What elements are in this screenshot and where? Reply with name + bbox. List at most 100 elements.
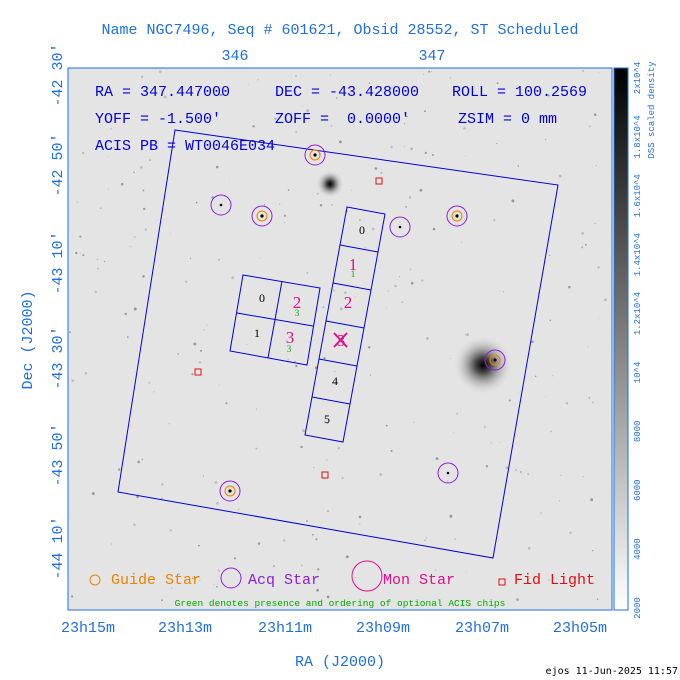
faint-star	[596, 598, 599, 600]
star	[228, 489, 232, 493]
colorbar-label: 4000	[633, 538, 643, 560]
faint-star	[160, 497, 163, 500]
guide-star	[224, 485, 236, 497]
acq-ring	[219, 480, 241, 502]
faint-star	[527, 546, 531, 550]
faint-star	[198, 361, 202, 364]
faint-star	[339, 307, 343, 311]
faint-star	[590, 498, 594, 502]
ra-tick-label: 23h15m	[61, 620, 115, 637]
faint-star	[465, 155, 467, 157]
faint-star	[515, 468, 518, 471]
faint-star	[142, 274, 145, 278]
faint-star	[213, 584, 215, 585]
faint-star	[306, 520, 308, 522]
faint-star	[428, 70, 431, 73]
faint-star	[374, 167, 378, 170]
optional-label: 3	[287, 344, 292, 354]
chip-label: 0	[259, 291, 265, 305]
faint-star	[263, 204, 266, 206]
faint-star	[227, 135, 229, 138]
faint-star	[248, 84, 249, 86]
acq-ring	[304, 144, 326, 166]
faint-star	[211, 196, 214, 199]
colorbar-label: 2x10^4	[633, 62, 643, 94]
chip-label: 1	[254, 326, 260, 340]
faint-star	[540, 512, 542, 514]
faint-star	[345, 555, 349, 559]
faint-star	[550, 430, 552, 433]
faint-star	[284, 222, 286, 224]
faint-star	[141, 458, 144, 461]
faint-star	[246, 344, 248, 346]
faint-star	[218, 384, 220, 386]
faint-star	[81, 151, 85, 155]
faint-star	[338, 140, 342, 144]
faint-star	[215, 165, 219, 169]
faint-star	[580, 246, 584, 249]
faint-star	[424, 110, 426, 113]
faint-star	[545, 139, 547, 141]
faint-star	[496, 82, 499, 85]
faint-star	[80, 252, 82, 254]
faint-star	[385, 306, 387, 308]
faint-star	[255, 447, 258, 450]
faint-star	[522, 582, 525, 585]
faint-star	[282, 539, 286, 542]
faint-star	[456, 413, 458, 415]
star	[455, 214, 459, 218]
faint-star	[483, 425, 486, 428]
faint-star	[552, 375, 554, 377]
faint-star	[94, 290, 97, 293]
faint-star	[422, 73, 424, 75]
legend-label: Guide Star	[111, 572, 201, 589]
faint-star	[560, 474, 562, 476]
faint-star	[385, 424, 388, 427]
faint-star	[588, 125, 591, 128]
faint-star	[197, 544, 200, 547]
chip-label: 4	[332, 374, 338, 388]
faint-star	[426, 336, 429, 340]
ra-tick-label: 23h11m	[258, 620, 312, 637]
faint-star	[202, 475, 204, 477]
ra-ticks: 23h15m 23h13m 23h11m 23h09m 23h07m 23h05m	[61, 620, 607, 637]
legend-fid	[498, 578, 506, 586]
faint-star	[404, 123, 406, 124]
optional-label: 1	[351, 269, 356, 279]
faint-star	[195, 201, 198, 204]
faint-star	[315, 538, 318, 541]
acq-star	[437, 462, 459, 484]
faint-star	[485, 465, 489, 468]
faint-star	[143, 207, 146, 211]
faint-star	[317, 193, 319, 195]
faint-star	[599, 318, 601, 319]
dec-tick-label: -42 30'	[50, 43, 67, 106]
faint-star	[534, 375, 537, 378]
faint-star	[300, 445, 303, 449]
faint-star	[490, 442, 492, 444]
faint-star	[326, 595, 330, 599]
faint-star	[111, 543, 113, 545]
faint-star	[308, 365, 310, 367]
faint-star	[91, 492, 95, 496]
info-acis: ACIS PB = WT0046E034	[95, 138, 275, 155]
info-zoff: ZOFF = 0.0000'	[275, 111, 410, 128]
faint-star	[593, 113, 597, 116]
faint-star	[369, 374, 372, 376]
dec-tick-label: -43 50'	[50, 423, 67, 486]
faint-star	[327, 292, 329, 294]
faint-star	[401, 301, 404, 304]
faint-star	[380, 171, 383, 175]
faint-star	[424, 539, 426, 541]
faint-star	[368, 346, 371, 349]
guide-star	[489, 354, 501, 366]
faint-star	[568, 285, 571, 289]
faint-star	[545, 396, 547, 398]
faint-star	[124, 312, 127, 316]
faint-star	[185, 280, 188, 283]
faint-star	[549, 254, 551, 257]
faint-star	[215, 585, 218, 588]
info-roll: ROLL = 100.2569	[452, 84, 587, 101]
colorbar-label: 8000	[633, 421, 643, 443]
faint-star	[153, 391, 155, 393]
